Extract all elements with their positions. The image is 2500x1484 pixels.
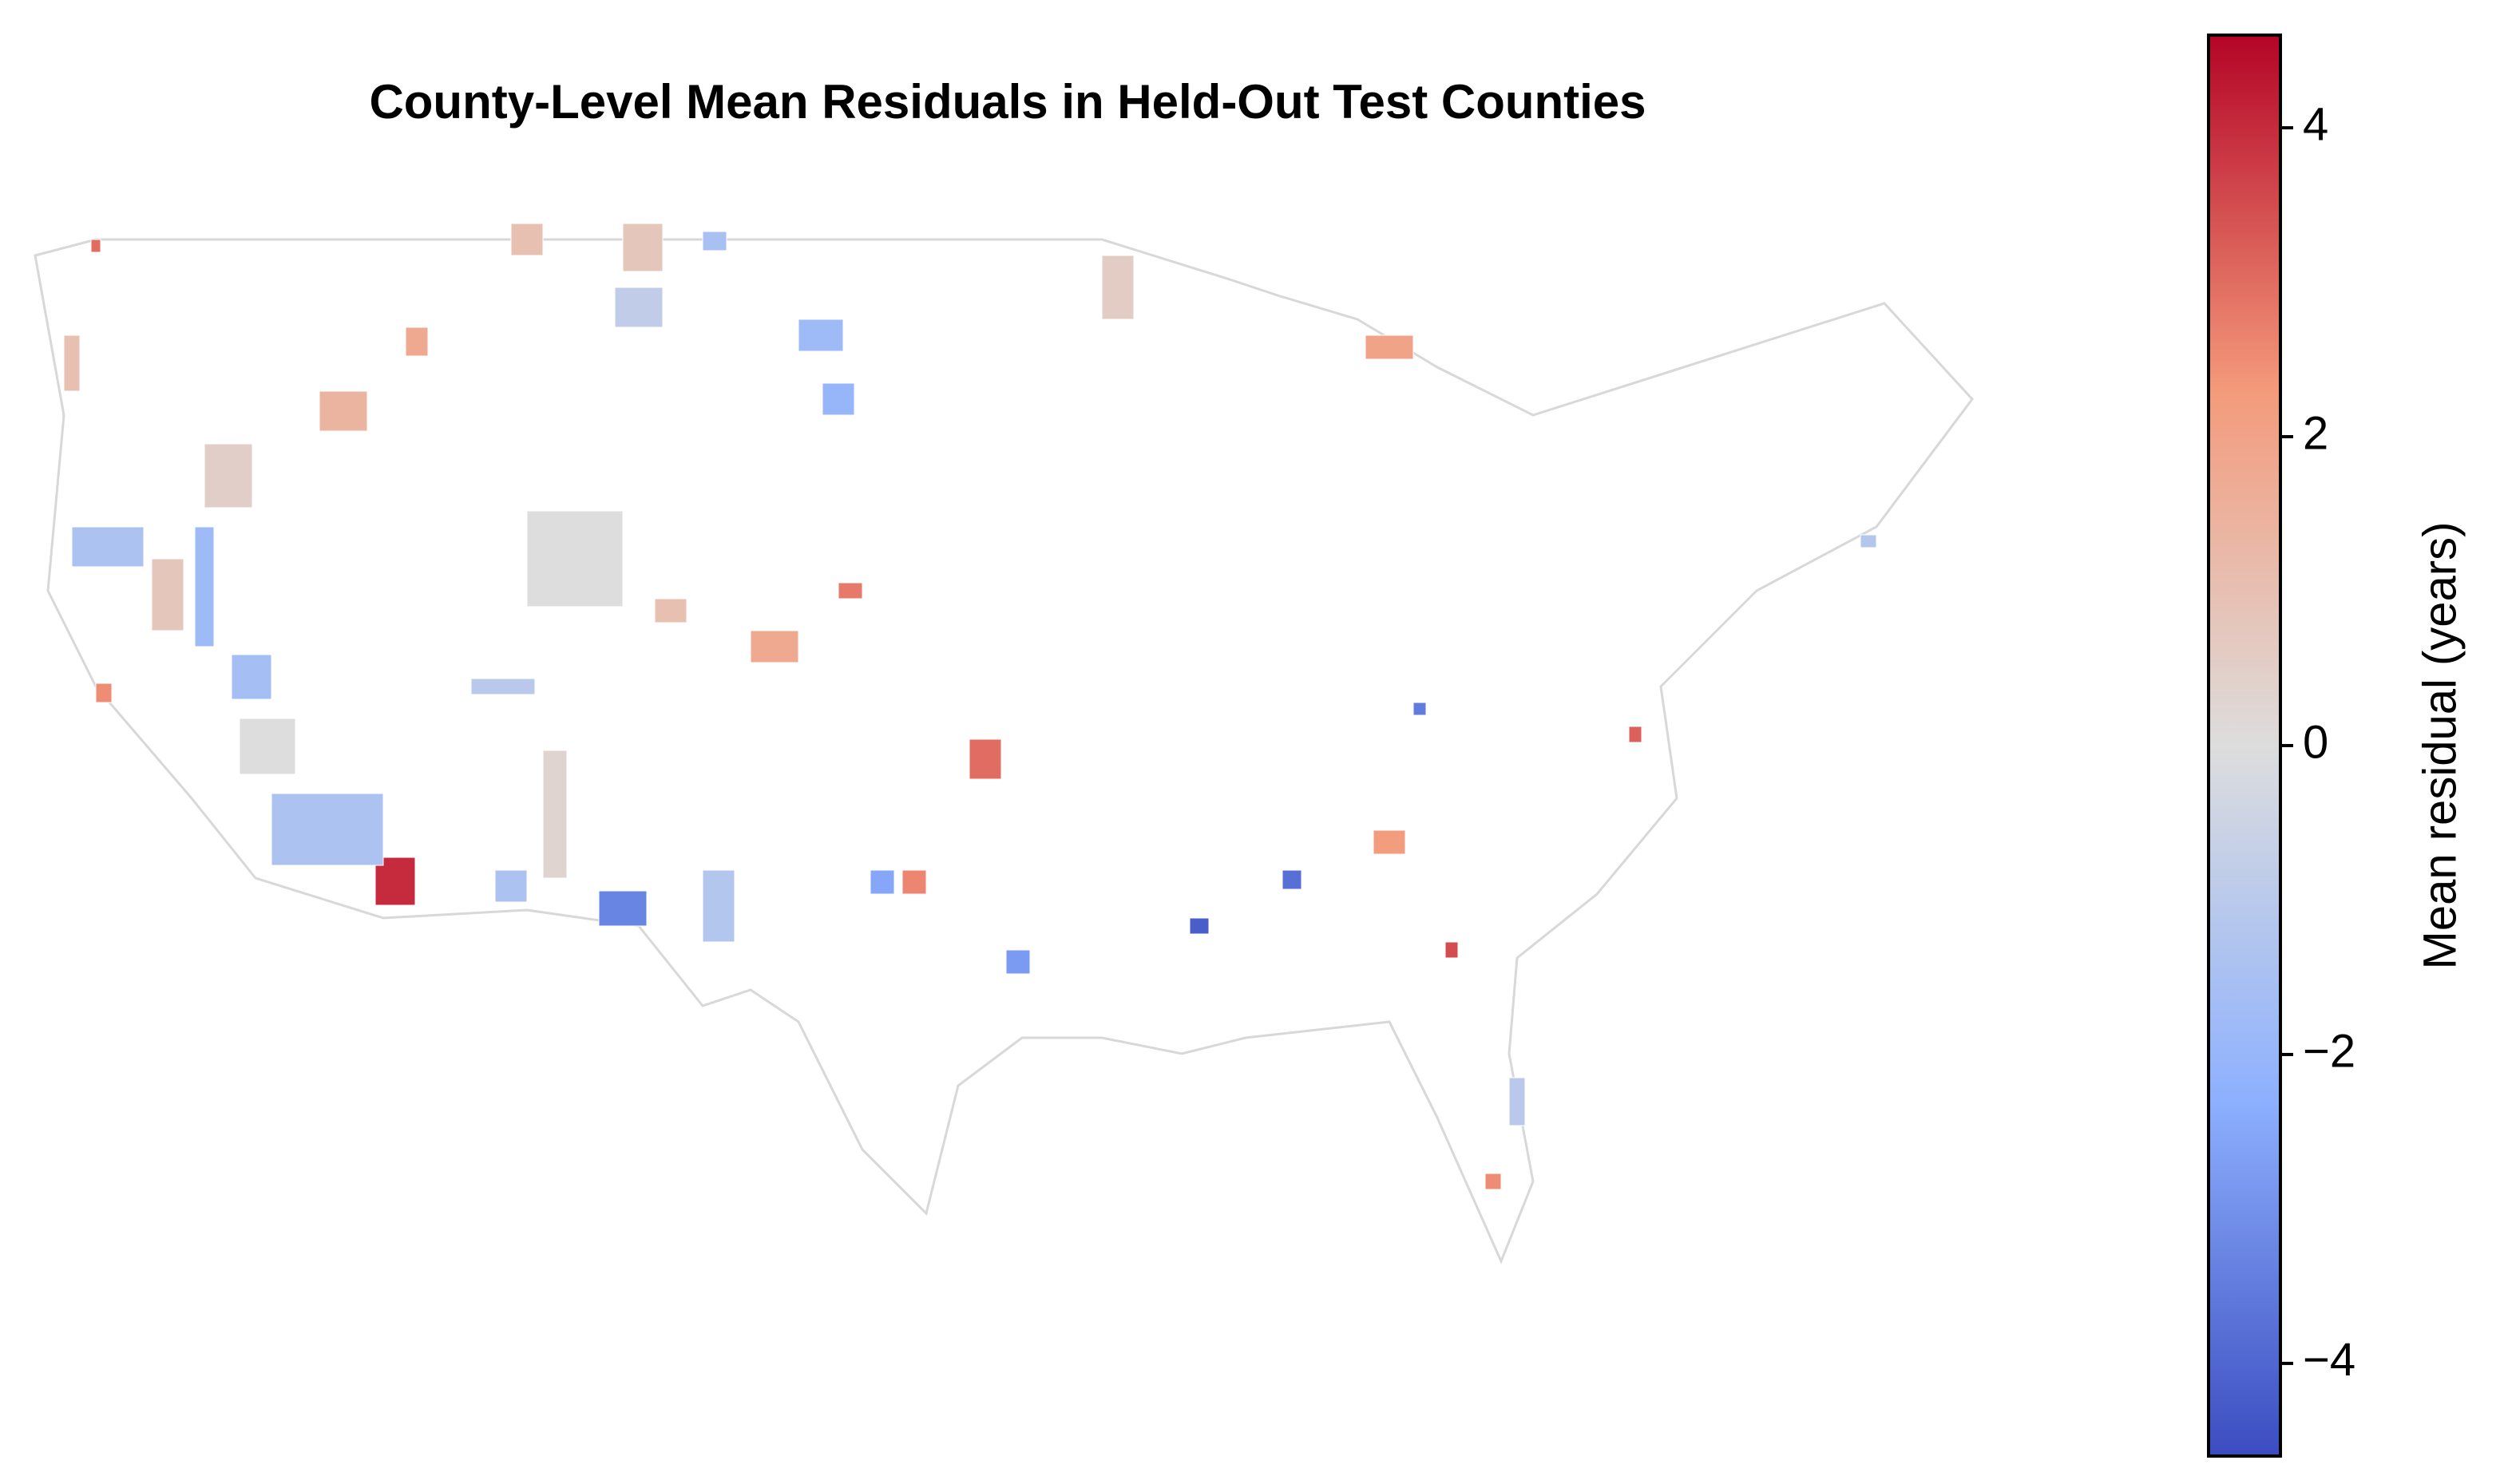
colorbar-tick-label: 2: [2303, 407, 2328, 459]
county: [1628, 726, 1642, 743]
colorbar-label: Mean residual (years): [2414, 522, 2466, 970]
county: [798, 319, 844, 352]
county: [194, 526, 215, 647]
county: [622, 223, 664, 272]
county: [405, 326, 429, 357]
county: [319, 390, 368, 432]
county: [1508, 1077, 1526, 1126]
map-title: County-Level Mean Residuals in Held-Out …: [369, 75, 1646, 129]
county: [750, 630, 799, 663]
county: [71, 526, 145, 568]
county: [870, 869, 895, 895]
us-outline: [34, 238, 1974, 1264]
county: [510, 223, 544, 256]
colorbar-tick-label: 0: [2303, 716, 2328, 768]
county: [231, 654, 272, 700]
county: [654, 598, 687, 623]
county: [614, 287, 664, 328]
county: [494, 869, 528, 903]
county: [151, 558, 184, 631]
county: [598, 890, 648, 927]
county: [90, 239, 101, 253]
county-layer: [63, 223, 1877, 1190]
county: [1373, 829, 1406, 855]
county: [969, 738, 1002, 780]
county: [1005, 949, 1031, 975]
county: [1484, 1173, 1502, 1190]
county: [271, 793, 384, 866]
county: [470, 678, 536, 695]
county: [95, 683, 113, 703]
county: [702, 869, 735, 943]
colorbar: [2207, 34, 2282, 1458]
county: [822, 382, 855, 416]
colorbar-tick-label: −4: [2303, 1334, 2355, 1386]
county: [204, 443, 253, 509]
county: [901, 869, 927, 895]
county: [542, 750, 568, 879]
county: [239, 718, 296, 775]
county: [63, 334, 81, 392]
colorbar-tick-label: 4: [2303, 98, 2328, 150]
county: [1365, 334, 1414, 360]
county: [1101, 255, 1135, 320]
county: [1412, 702, 1427, 716]
county: [526, 510, 624, 607]
county: [1860, 534, 1877, 548]
county: [1282, 869, 1302, 890]
county: [702, 231, 727, 251]
colorbar-tick-label: −2: [2303, 1025, 2355, 1077]
county: [838, 582, 863, 600]
county: [1444, 941, 1459, 959]
county: [1189, 917, 1210, 935]
